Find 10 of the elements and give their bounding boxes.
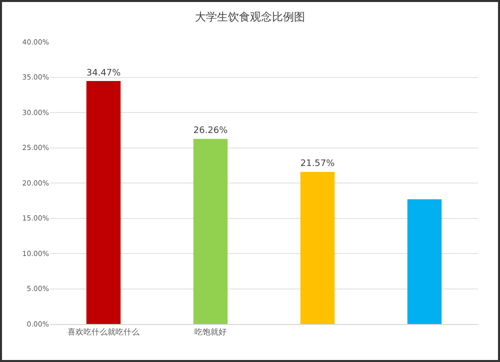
bar bbox=[86, 80, 121, 324]
bar bbox=[300, 172, 335, 324]
data-label: 21.57% bbox=[300, 159, 336, 170]
x-tick-label: 喜欢吃什么就吃什么 bbox=[68, 328, 140, 337]
chart-title: 大学生饮食观念比例图 bbox=[195, 10, 305, 24]
bar bbox=[193, 138, 228, 324]
data-label: 26.26% bbox=[193, 126, 228, 136]
bar bbox=[407, 199, 442, 324]
data-label: 34.47% bbox=[86, 68, 122, 78]
x-tick-label: 吃饱就好 bbox=[194, 328, 226, 337]
